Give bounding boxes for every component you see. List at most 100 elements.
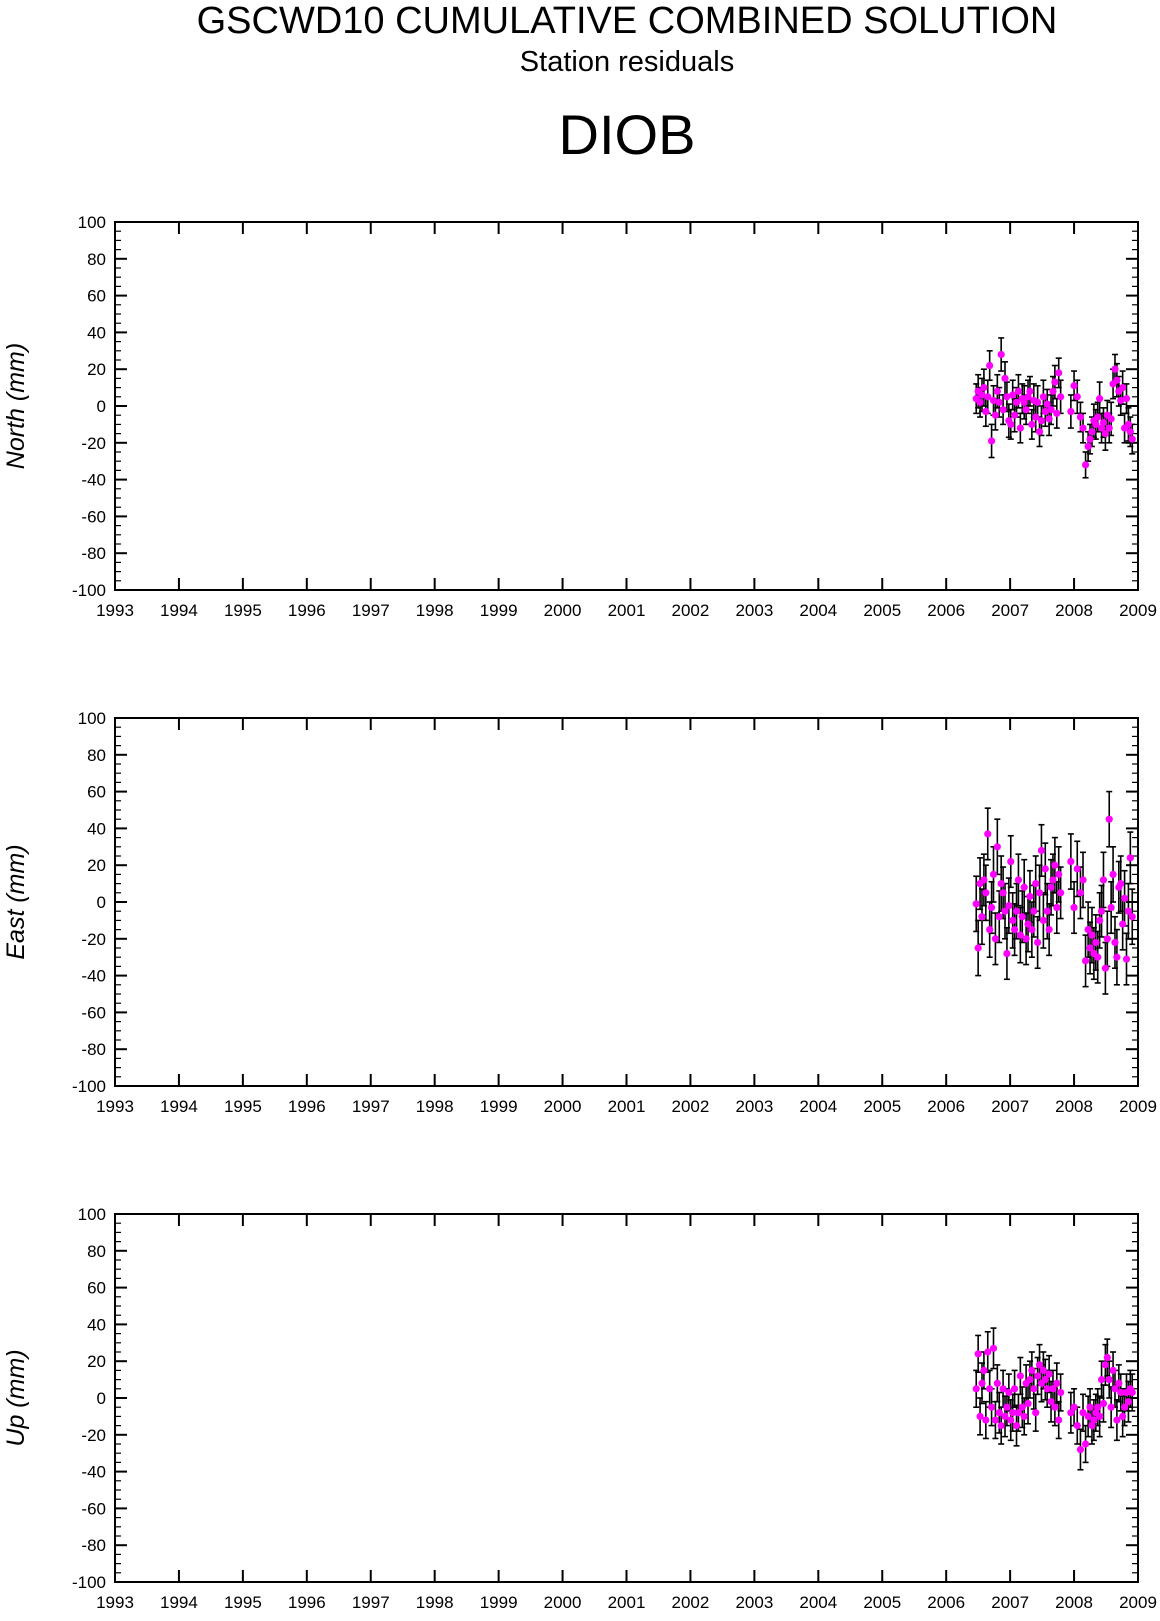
data-point (1067, 407, 1075, 416)
data-point (1028, 1366, 1036, 1374)
data-point (1039, 916, 1047, 925)
data-point (989, 1344, 998, 1352)
x-tick-label: 2003 (735, 1097, 773, 1116)
data-point (1128, 913, 1136, 921)
data-point (1034, 938, 1042, 947)
data-point (1073, 1422, 1081, 1430)
data-point (1107, 415, 1115, 423)
y-tick-label: 20 (87, 856, 106, 875)
x-tick-label: 1993 (96, 601, 134, 620)
data-point (1007, 857, 1015, 866)
data-point (1084, 1412, 1092, 1420)
data-point (1041, 1376, 1049, 1384)
data-point (1007, 420, 1015, 428)
y-tick-label: 40 (87, 1315, 106, 1334)
y-tick-label: 60 (87, 783, 106, 802)
data-point (987, 437, 996, 445)
data-point (1028, 926, 1036, 934)
data-point (1022, 406, 1030, 414)
y-tick-label: 20 (87, 360, 106, 379)
data-point (1026, 1376, 1034, 1384)
data-point (1088, 428, 1096, 436)
data-point (1113, 1416, 1121, 1424)
y-tick-label: 0 (97, 893, 106, 912)
data-point (1034, 1372, 1042, 1380)
x-tick-label: 2001 (608, 1593, 646, 1612)
data-point (1097, 1376, 1106, 1384)
y-tick-label: -60 (81, 1003, 106, 1022)
data-point (1119, 384, 1127, 392)
data-point (1101, 1361, 1109, 1369)
data-point (972, 900, 980, 908)
data-point (1016, 931, 1024, 939)
data-point (1067, 857, 1075, 866)
data-point (972, 1385, 980, 1393)
data-point (1097, 907, 1106, 915)
data-point (1109, 870, 1117, 879)
data-point (1076, 889, 1085, 897)
data-point (1011, 926, 1019, 934)
data-point (1094, 413, 1102, 421)
data-point (1092, 938, 1100, 947)
data-point (1003, 1403, 1011, 1411)
y-tick-label: -80 (81, 1040, 106, 1059)
y-tick-label: -40 (81, 967, 106, 986)
data-point (1012, 398, 1021, 406)
data-point (1055, 1416, 1063, 1424)
x-tick-label: 2000 (544, 601, 582, 620)
data-point (1001, 907, 1009, 915)
x-tick-label: 1996 (288, 1097, 326, 1116)
data-point (1035, 428, 1044, 436)
data-point (1045, 1370, 1053, 1378)
data-point (974, 1350, 982, 1358)
data-point (1076, 1445, 1085, 1454)
data-point (989, 396, 998, 405)
data-point (1049, 1385, 1057, 1393)
x-tick-label: 1995 (224, 1593, 262, 1612)
x-tick-label: 1994 (160, 1097, 198, 1116)
data-point (984, 393, 992, 401)
y-tick-label: -100 (72, 1077, 106, 1096)
data-point (980, 384, 988, 392)
data-point (1088, 931, 1096, 939)
data-point (1117, 396, 1125, 405)
x-tick-label: 1993 (96, 1593, 134, 1612)
data-point (1043, 400, 1051, 408)
data-point (1005, 1388, 1013, 1397)
data-point (1035, 1361, 1044, 1369)
data-point (1128, 1388, 1136, 1397)
data-point (1099, 876, 1108, 884)
data-point (1096, 395, 1104, 403)
data-point (1126, 854, 1134, 862)
data-point (1030, 907, 1038, 915)
plot-frame-up (114, 1213, 1139, 1583)
x-tick-label: 1999 (480, 1593, 518, 1612)
data-point (1124, 420, 1133, 428)
chart-subtitle: Station residuals (520, 46, 734, 78)
data-point (1047, 406, 1055, 414)
data-point (1011, 1385, 1019, 1393)
data-point (1049, 876, 1057, 884)
data-point (1045, 415, 1053, 423)
data-point (1113, 953, 1121, 961)
data-point (1111, 938, 1119, 947)
data-point (1067, 1409, 1075, 1417)
data-point (1057, 1388, 1065, 1397)
data-point (986, 926, 994, 934)
data-point (982, 407, 990, 416)
y-tick-label: -80 (81, 1536, 106, 1555)
data-point (1070, 903, 1078, 912)
x-tick-label: 2007 (991, 601, 1029, 620)
data-point (1079, 424, 1087, 432)
data-point (1099, 1399, 1108, 1408)
data-point (1055, 369, 1063, 377)
data-point (1124, 907, 1133, 915)
data-point (999, 406, 1007, 414)
data-point (989, 870, 998, 879)
data-point (1117, 1388, 1125, 1397)
x-tick-label: 2009 (1119, 601, 1157, 620)
data-point (982, 889, 990, 897)
data-point (1107, 1403, 1115, 1411)
x-tick-label: 1995 (224, 1097, 262, 1116)
